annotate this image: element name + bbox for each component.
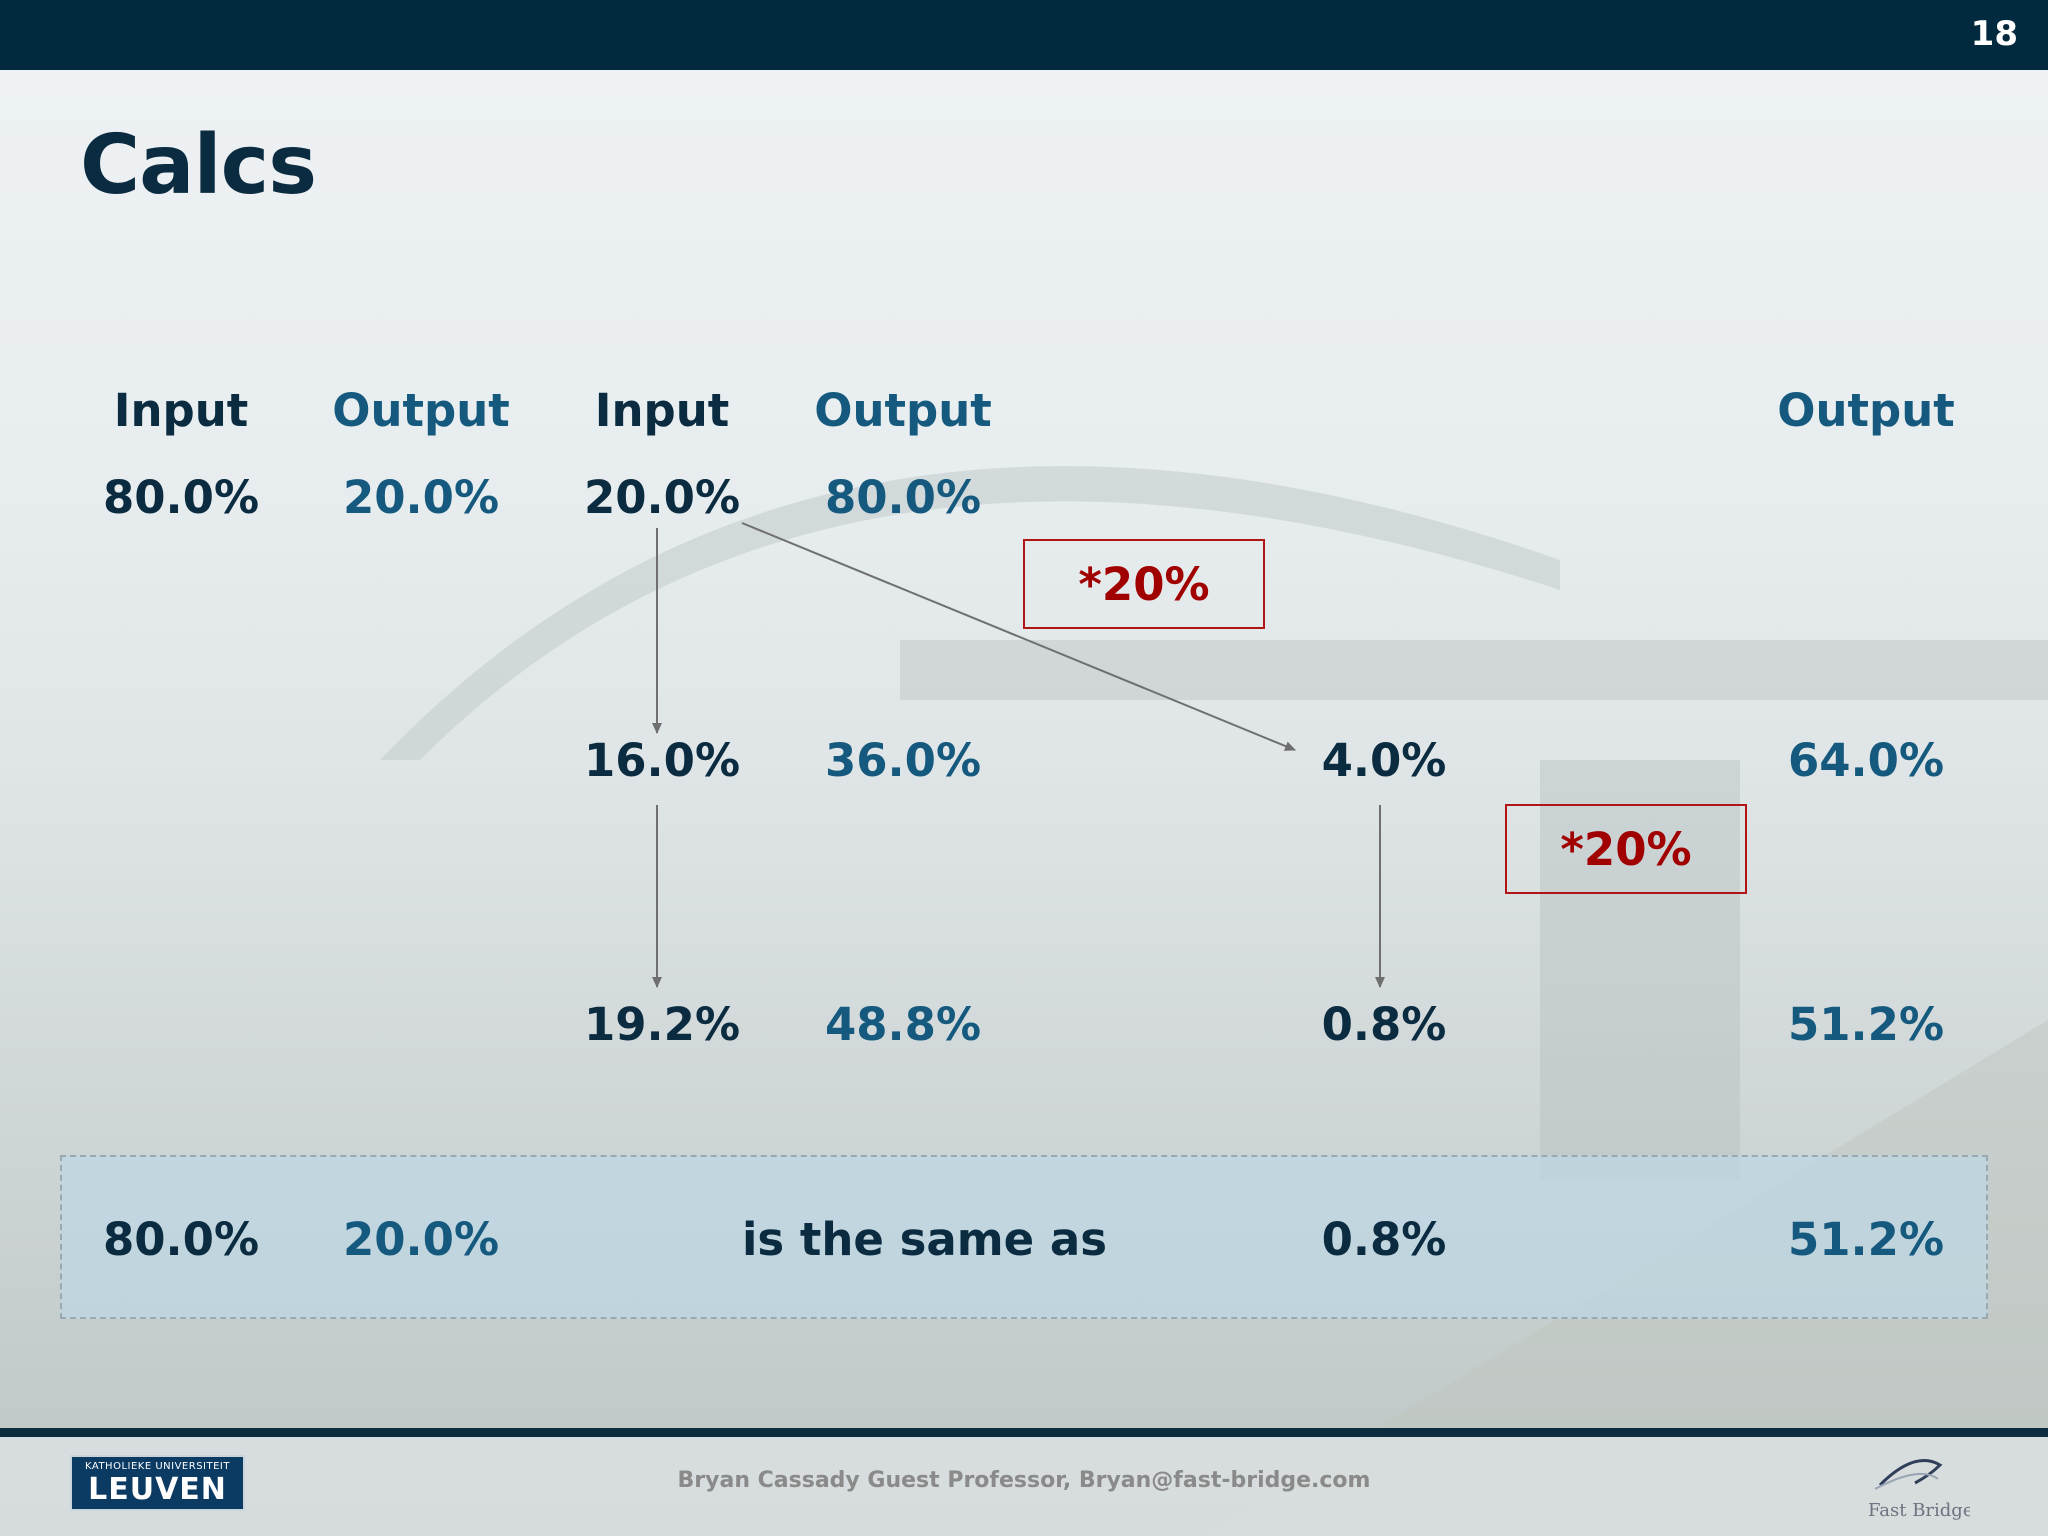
fast-bridge-logo: Fast Bridge (1860, 1445, 1973, 1525)
leuven-logo-title: LEUVEN (88, 1472, 227, 1507)
fast-bridge-swoosh-icon: Fast Bridge (1868, 1459, 1973, 1521)
header-output-2: Output (814, 384, 992, 437)
summary-box (60, 1155, 1988, 1319)
summary-output-final: 51.2% (1787, 1213, 1945, 1266)
footer-credit: Bryan Cassady Guest Professor, Bryan@fas… (677, 1468, 1371, 1493)
header-output-1: Output (332, 384, 510, 437)
row1-input-1: 80.0% (102, 471, 260, 524)
row2-output-2: 36.0% (824, 734, 982, 787)
leuven-logo: KATHOLIEKE UNIVERSITEIT LEUVEN (70, 1455, 245, 1511)
row1-output-2: 80.0% (824, 471, 982, 524)
row2-input-2: 16.0% (583, 734, 741, 787)
header-input-1: Input (113, 384, 249, 437)
row1-output-1: 20.0% (342, 471, 500, 524)
arrow-diagonal-to-branch (741, 522, 1296, 751)
header-output-final: Output (1777, 384, 1955, 437)
leuven-logo-subtitle: KATHOLIEKE UNIVERSITEIT (85, 1461, 230, 1472)
page-number: 18 (1970, 14, 2018, 54)
multiplier-box-2: *20% (1505, 804, 1747, 894)
footer-divider (0, 1428, 2048, 1437)
multiplier-box-1: *20% (1023, 539, 1265, 629)
row2-branch-value: 4.0% (1321, 734, 1447, 787)
top-bar: 18 (0, 0, 2048, 70)
row1-input-2: 20.0% (583, 471, 741, 524)
row3-output-2: 48.8% (824, 998, 982, 1051)
summary-input: 80.0% (102, 1213, 260, 1266)
header-input-2: Input (594, 384, 730, 437)
fast-bridge-logo-text: Fast Bridge (1868, 1500, 1970, 1521)
row3-branch-value: 0.8% (1321, 998, 1447, 1051)
summary-output: 20.0% (342, 1213, 500, 1266)
row2-output-final: 64.0% (1787, 734, 1945, 787)
row3-input-2: 19.2% (583, 998, 741, 1051)
summary-branch-value: 0.8% (1321, 1213, 1447, 1266)
row3-output-final: 51.2% (1787, 998, 1945, 1051)
summary-text: is the same as (742, 1213, 1107, 1266)
slide-title: Calcs (80, 118, 317, 213)
footer-band (0, 1437, 2048, 1536)
